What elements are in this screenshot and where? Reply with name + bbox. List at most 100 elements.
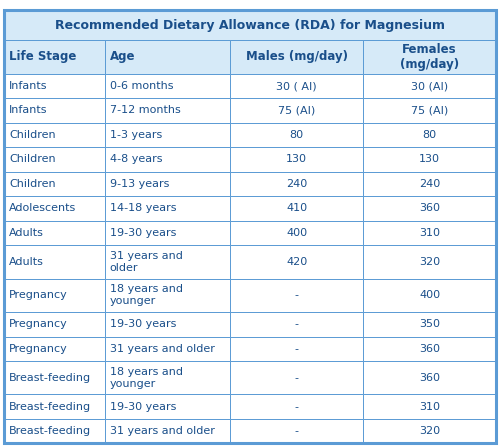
Text: 130: 130 — [419, 155, 440, 164]
Text: 130: 130 — [286, 155, 307, 164]
Text: Adults: Adults — [9, 228, 44, 238]
Text: 18 years and
younger: 18 years and younger — [110, 284, 183, 306]
Bar — [363, 123, 496, 147]
Bar — [363, 361, 496, 394]
Text: Recommended Dietary Allowance (RDA) for Magnesium: Recommended Dietary Allowance (RDA) for … — [55, 18, 445, 32]
Bar — [4, 278, 105, 312]
Text: 75 (AI): 75 (AI) — [411, 105, 448, 115]
Text: -: - — [294, 291, 298, 300]
Bar — [363, 337, 496, 361]
Bar — [105, 278, 230, 312]
Bar — [230, 196, 363, 221]
Text: Pregnancy: Pregnancy — [9, 291, 68, 300]
Text: 360: 360 — [419, 344, 440, 354]
Text: Breast-feeding: Breast-feeding — [9, 373, 91, 383]
Text: 320: 320 — [419, 257, 440, 267]
Text: Breast-feeding: Breast-feeding — [9, 426, 91, 436]
Bar — [363, 221, 496, 245]
Bar — [230, 147, 363, 172]
Bar — [363, 196, 496, 221]
Text: 360: 360 — [419, 373, 440, 383]
Text: Males (mg/day): Males (mg/day) — [246, 51, 348, 63]
Bar — [105, 98, 230, 123]
Bar — [363, 147, 496, 172]
Bar — [105, 419, 230, 443]
Text: 400: 400 — [419, 291, 440, 300]
Bar — [230, 337, 363, 361]
Bar — [363, 419, 496, 443]
Bar — [363, 40, 496, 74]
Text: -: - — [294, 426, 298, 436]
Text: 9-13 years: 9-13 years — [110, 179, 169, 189]
Bar — [4, 10, 496, 40]
Text: -: - — [294, 319, 298, 329]
Text: Infants: Infants — [9, 81, 48, 91]
Bar — [4, 98, 105, 123]
Text: 31 years and older: 31 years and older — [110, 344, 214, 354]
Text: Life Stage: Life Stage — [9, 51, 76, 63]
Bar — [105, 312, 230, 337]
Text: 400: 400 — [286, 228, 308, 238]
Text: 0-6 months: 0-6 months — [110, 81, 174, 91]
Text: 350: 350 — [419, 319, 440, 329]
Text: -: - — [294, 402, 298, 412]
Text: 80: 80 — [290, 130, 304, 140]
Text: 75 (AI): 75 (AI) — [278, 105, 316, 115]
Bar — [230, 74, 363, 98]
Bar — [4, 245, 105, 278]
Bar — [105, 337, 230, 361]
Bar — [105, 172, 230, 196]
Bar — [4, 221, 105, 245]
Text: 310: 310 — [419, 402, 440, 412]
Text: 19-30 years: 19-30 years — [110, 319, 176, 329]
Bar — [105, 147, 230, 172]
Bar — [4, 419, 105, 443]
Bar — [4, 123, 105, 147]
Bar — [230, 419, 363, 443]
Text: 30 (AI): 30 (AI) — [411, 81, 448, 91]
Text: Adults: Adults — [9, 257, 44, 267]
Text: 19-30 years: 19-30 years — [110, 228, 176, 238]
Text: Pregnancy: Pregnancy — [9, 344, 68, 354]
Text: 240: 240 — [286, 179, 308, 189]
Bar — [4, 74, 105, 98]
Text: Females
(mg/day): Females (mg/day) — [400, 43, 459, 71]
Text: 360: 360 — [419, 203, 440, 214]
Text: 30 ( AI): 30 ( AI) — [276, 81, 317, 91]
Text: 310: 310 — [419, 228, 440, 238]
Bar — [4, 196, 105, 221]
Text: 240: 240 — [419, 179, 440, 189]
Text: 80: 80 — [422, 130, 436, 140]
Bar — [105, 221, 230, 245]
Text: 14-18 years: 14-18 years — [110, 203, 176, 214]
Text: Children: Children — [9, 130, 56, 140]
Text: 31 years and
older: 31 years and older — [110, 251, 182, 273]
Bar — [105, 394, 230, 419]
Text: -: - — [294, 344, 298, 354]
Bar — [4, 172, 105, 196]
Text: Age: Age — [110, 51, 136, 63]
Bar — [230, 123, 363, 147]
Text: Pregnancy: Pregnancy — [9, 319, 68, 329]
Text: 31 years and older: 31 years and older — [110, 426, 214, 436]
Bar — [105, 361, 230, 394]
Text: 18 years and
younger: 18 years and younger — [110, 367, 183, 389]
Bar — [4, 40, 105, 74]
Text: Infants: Infants — [9, 105, 48, 115]
Bar — [230, 40, 363, 74]
Bar — [230, 278, 363, 312]
Text: 7-12 months: 7-12 months — [110, 105, 180, 115]
Bar — [105, 123, 230, 147]
Bar — [4, 394, 105, 419]
Text: Breast-feeding: Breast-feeding — [9, 402, 91, 412]
Text: -: - — [294, 373, 298, 383]
Text: 19-30 years: 19-30 years — [110, 402, 176, 412]
Bar — [230, 361, 363, 394]
Bar — [363, 98, 496, 123]
Bar — [105, 40, 230, 74]
Bar — [4, 361, 105, 394]
Bar — [363, 172, 496, 196]
Text: 410: 410 — [286, 203, 308, 214]
Text: 320: 320 — [419, 426, 440, 436]
Bar — [230, 221, 363, 245]
